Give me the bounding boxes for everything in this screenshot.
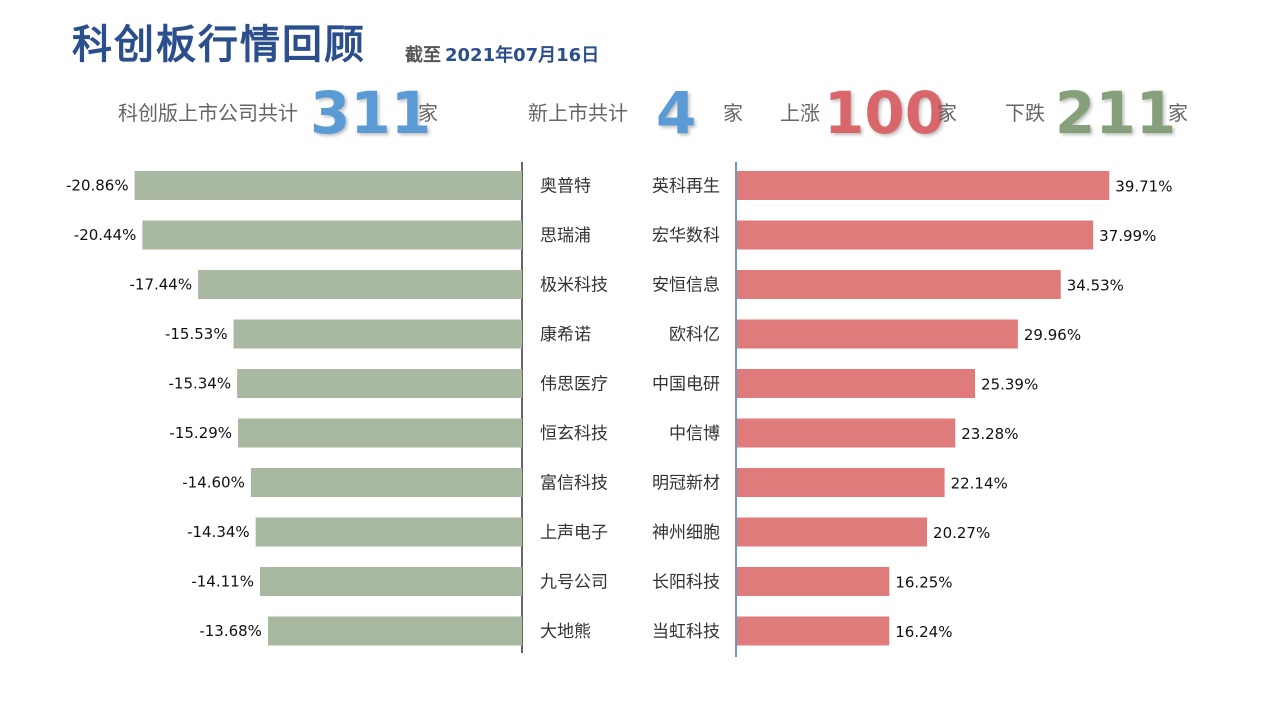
loser-company-label: 上声电子: [540, 523, 608, 543]
loser-value-label: -14.11%: [191, 573, 254, 591]
page-title: 科创板行情回顾: [72, 22, 366, 68]
gainer-bar: [737, 319, 1018, 349]
loser-bar: [255, 517, 522, 547]
loser-value-label: -15.34%: [169, 375, 232, 393]
loser-bar: [237, 369, 522, 398]
stat-down-value: 211: [1055, 79, 1177, 147]
gainer-company-label: 安恒信息: [652, 276, 720, 296]
gainer-value-label: 39.71%: [1115, 178, 1172, 196]
gainer-bar: [737, 220, 1094, 250]
loser-bar: [198, 270, 522, 299]
stat-total-unit: 家: [418, 101, 438, 125]
gainer-company-label: 中国电研: [652, 375, 720, 395]
date-line: 截至 2021年07月16日: [405, 42, 599, 70]
stat-down-unit: 家: [1168, 101, 1188, 125]
loser-company-label: 富信科技: [540, 474, 608, 494]
date-prefix: 截至: [405, 45, 441, 66]
stat-up-value: 100: [824, 79, 946, 147]
gainer-value-label: 23.28%: [961, 425, 1018, 443]
stat-up-label: 上涨: [780, 101, 820, 125]
gainer-company-label: 欧科亿: [669, 325, 720, 345]
loser-value-label: -14.60%: [182, 474, 245, 492]
stat-up: 上涨 100 家: [780, 80, 970, 146]
loser-bar: [233, 319, 523, 349]
loser-company-label: 恒玄科技: [540, 424, 608, 444]
gainer-company-label: 当虹科技: [652, 622, 720, 642]
gainer-value-label: 20.27%: [933, 524, 990, 542]
loser-bar: [238, 418, 523, 448]
loser-company-label: 伟思医疗: [540, 375, 608, 395]
gainer-value-label: 16.25%: [895, 574, 952, 592]
gainer-value-label: 37.99%: [1099, 227, 1156, 245]
gainer-company-label: 中信博: [669, 424, 720, 444]
loser-bar: [250, 468, 522, 497]
gainer-bar: [737, 567, 890, 596]
stat-total: 科创版上市公司共计 311 家: [118, 80, 448, 146]
gainer-company-label: 长阳科技: [652, 573, 720, 593]
gainer-company-label: 明冠新材: [652, 474, 720, 494]
loser-company-label: 极米科技: [540, 276, 608, 296]
gainer-bar: [737, 270, 1061, 299]
gainer-bar: [737, 171, 1110, 200]
gainer-value-label: 25.39%: [981, 376, 1038, 394]
gainer-value-label: 22.14%: [951, 475, 1008, 493]
loser-company-label: 大地熊: [540, 622, 591, 642]
gainer-value-label: 29.96%: [1024, 326, 1081, 344]
loser-value-label: -15.53%: [165, 325, 228, 343]
gainer-value-label: 16.24%: [895, 623, 952, 641]
gainer-value-label: 34.53%: [1067, 277, 1124, 295]
loser-bar: [142, 220, 522, 250]
stat-total-label: 科创版上市公司共计: [118, 101, 298, 125]
stat-total-value: 311: [310, 79, 432, 147]
stat-up-unit: 家: [937, 101, 957, 125]
gainer-bar: [737, 418, 956, 448]
gainer-bar: [737, 369, 976, 398]
loser-company-label: 思瑞浦: [540, 226, 591, 246]
loser-value-label: -20.86%: [66, 177, 129, 195]
loser-value-label: -13.68%: [199, 622, 262, 640]
stat-new-label: 新上市共计: [528, 101, 628, 125]
report-date: 2021年07月16日: [445, 45, 600, 66]
gainer-company-label: 英科再生: [652, 177, 720, 197]
stat-new-unit: 家: [723, 101, 743, 125]
loser-value-label: -14.34%: [187, 523, 250, 541]
stat-down: 下跌 211 家: [1005, 80, 1205, 146]
loser-value-label: -20.44%: [74, 226, 137, 244]
loser-bar: [134, 171, 522, 200]
loser-bar: [259, 567, 522, 596]
stat-down-label: 下跌: [1005, 101, 1045, 125]
loser-company-label: 九号公司: [540, 573, 608, 593]
stat-new-value: 4: [656, 79, 697, 147]
gainer-bar: [737, 616, 890, 646]
loser-value-label: -17.44%: [130, 276, 193, 294]
gainer-company-label: 宏华数科: [652, 226, 720, 246]
gainer-company-label: 神州细胞: [652, 523, 720, 543]
loser-company-label: 康希诺: [540, 325, 591, 345]
loser-company-label: 奥普特: [540, 177, 591, 197]
gainers-losers-chart: -20.86% 奥普特 -20.44% 思瑞浦 -17.44% 极米科技 -15.53% 康希…: [66, 162, 1172, 657]
stat-new: 新上市共计 4 家: [528, 80, 758, 146]
loser-bar: [267, 616, 522, 646]
gainer-bar: [737, 468, 945, 497]
loser-value-label: -15.29%: [169, 424, 232, 442]
gainer-bar: [737, 517, 928, 547]
